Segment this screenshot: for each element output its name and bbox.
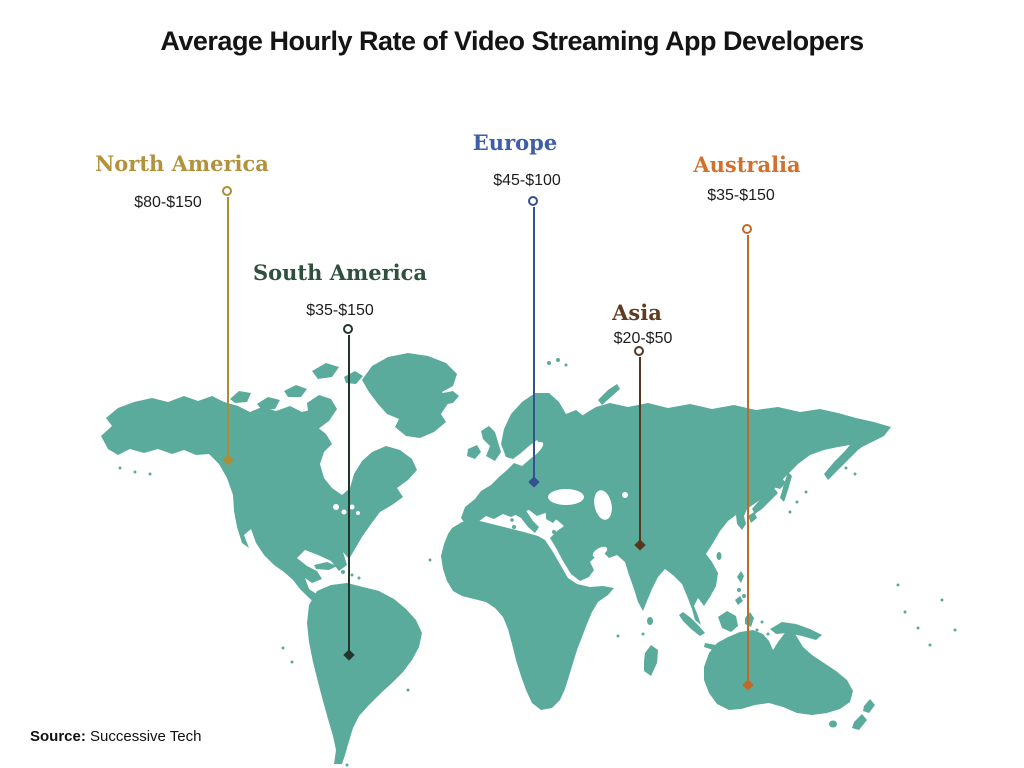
inland-seas [333, 441, 628, 558]
marker-start-circle [634, 346, 644, 356]
marker-line [747, 235, 749, 681]
marker-start-circle [343, 324, 353, 334]
region-label: North America [95, 151, 269, 176]
marker-line [533, 207, 535, 478]
source-note: Source: Successive Tech [30, 728, 201, 745]
marker-line [639, 357, 641, 541]
source-label: Source: [30, 728, 86, 745]
region-rate: $35-$150 [306, 302, 374, 319]
region-label: South America [252, 260, 428, 285]
region-rate: $45-$100 [493, 172, 561, 189]
marker-start-circle [742, 224, 752, 234]
marker-line [227, 197, 229, 456]
region-label: Europe [472, 130, 558, 155]
region-rate: $35-$150 [707, 187, 775, 204]
region-label: Australia [693, 152, 801, 177]
page-title: Average Hourly Rate of Video Streaming A… [160, 26, 864, 56]
land-shapes [101, 353, 957, 767]
source-text: Successive Tech [90, 728, 202, 745]
marker-line [348, 335, 350, 651]
marker-start-circle [222, 186, 232, 196]
region-rate: $80-$150 [134, 194, 202, 211]
region-label: Asia [612, 300, 662, 325]
region-rate: $20-$50 [613, 330, 673, 347]
marker-start-circle [528, 196, 538, 206]
